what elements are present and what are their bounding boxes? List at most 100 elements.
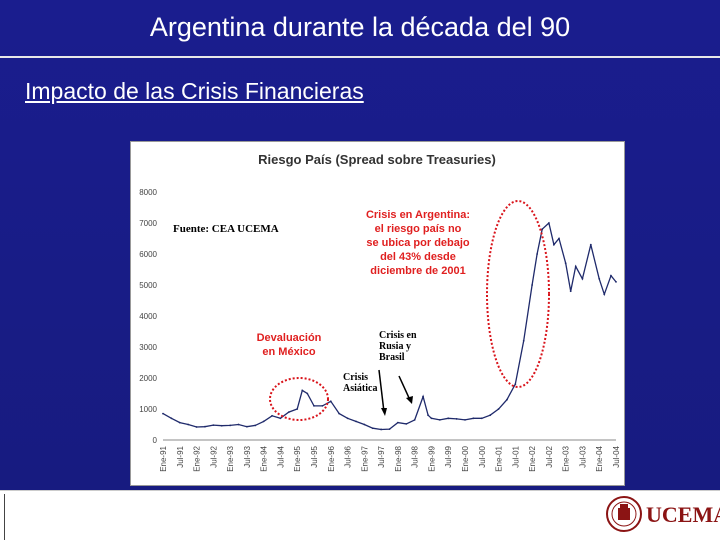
y-tick-label: 7000	[139, 219, 157, 228]
series-point	[547, 222, 550, 224]
x-tick-label: Ene-97	[360, 445, 369, 471]
series-point	[262, 420, 265, 423]
annotation-crisis-argentina: del 43% desde	[380, 251, 456, 263]
annotation-asiatica: Crisis	[343, 372, 368, 383]
y-tick-label: 4000	[139, 312, 157, 321]
series-point	[581, 277, 584, 280]
y-tick-label: 0	[153, 436, 158, 445]
series-layer	[162, 221, 617, 431]
annotation-rusia-brasil: Brasil	[379, 352, 405, 363]
series-point	[413, 418, 416, 421]
series-point	[603, 293, 606, 296]
y-tick-label: 6000	[139, 250, 157, 259]
series-point	[522, 339, 525, 342]
series-point	[569, 290, 572, 293]
x-tick-label: Jul-92	[209, 445, 218, 467]
annotation-crisis-argentina: diciembre de 2001	[370, 265, 465, 277]
series-point	[195, 426, 198, 428]
ucema-logo	[606, 496, 642, 532]
series-point	[321, 405, 324, 407]
series-point	[536, 253, 539, 255]
series-point	[506, 398, 508, 401]
series-point	[558, 237, 560, 240]
series-point	[329, 400, 332, 403]
series-point	[553, 243, 555, 246]
annotation-crisis-argentina: se ubica por debajo	[366, 237, 470, 249]
x-tick-label: Jul-97	[377, 445, 386, 467]
series-point	[237, 423, 240, 426]
series-point	[427, 414, 429, 417]
series-point	[589, 243, 592, 246]
x-tick-label: Ene-04	[595, 445, 604, 471]
x-tick-label: Jul-01	[511, 445, 520, 467]
series-point	[229, 424, 232, 427]
series-point	[430, 417, 433, 420]
x-tick-label: Ene-94	[260, 445, 269, 471]
title-divider	[0, 56, 720, 58]
arrow-asiatica	[378, 369, 385, 413]
series-point	[220, 424, 223, 427]
slide-subtitle: Impacto de las Crisis Financieras	[25, 78, 364, 104]
series-point	[388, 428, 391, 431]
series-point	[531, 284, 534, 286]
series-point	[574, 265, 577, 268]
series-point	[162, 412, 164, 415]
chart-title: Riesgo País (Spread sobre Treasuries)	[258, 152, 496, 167]
footer-bar	[0, 490, 720, 541]
series-point	[287, 411, 290, 413]
series-point	[301, 389, 304, 392]
arrow-rusia-brasil	[398, 375, 411, 401]
x-tick-label: Ene-92	[193, 445, 202, 471]
y-tick-label: 5000	[139, 281, 157, 290]
chart-source: Fuente: CEA UCEMA	[173, 223, 279, 235]
series-point	[279, 417, 282, 420]
x-tick-label: Jul-02	[545, 445, 554, 467]
series-point	[245, 425, 248, 428]
slide-title: Argentina durante la década del 90	[149, 12, 571, 42]
series-point	[610, 274, 612, 277]
annotation-devaluacion: Devaluación	[257, 332, 322, 344]
y-tick-label: 2000	[139, 374, 157, 383]
series-point	[497, 408, 500, 410]
chart-svg: Riesgo País (Spread sobre Treasuries) Fu…	[139, 152, 621, 472]
x-tick-label: Ene-02	[528, 445, 537, 471]
y-tick-label: 3000	[139, 343, 157, 352]
series-point	[615, 281, 617, 283]
series-point	[489, 414, 492, 417]
series-point	[514, 383, 517, 386]
series-point	[380, 428, 383, 431]
x-tick-label: Jul-04	[612, 445, 621, 467]
x-tick-label: Jul-95	[310, 445, 319, 467]
series-point	[170, 417, 173, 420]
title-band: Argentina durante la década del 90	[0, 0, 720, 62]
x-axis: Ene-91 Jul-91 Ene-92 Jul-92 Ene-93 Jul-93 Ene-…	[159, 445, 621, 471]
series-point	[598, 277, 601, 280]
x-tick-label: Ene-01	[495, 445, 504, 471]
footer-divider	[4, 494, 5, 540]
x-tick-label: Ene-98	[394, 445, 403, 471]
logo-text: UCEMA	[646, 502, 720, 527]
x-tick-label: Ene-03	[562, 445, 571, 471]
series-point	[355, 420, 357, 423]
series-point	[254, 424, 257, 427]
x-tick-label: Jul-98	[411, 445, 420, 467]
annotation-crisis-argentina: el riesgo país no	[375, 223, 462, 235]
series-point	[363, 423, 366, 426]
annotation-rusia-brasil: Rusia y	[379, 341, 411, 352]
x-tick-label: Jul-93	[243, 445, 252, 467]
series-point	[187, 423, 190, 426]
arrowhead-rusia-brasil	[406, 396, 413, 404]
series-point	[296, 408, 299, 410]
series-point	[313, 405, 315, 407]
annotation-rusia-brasil: Crisis en	[379, 330, 417, 341]
x-tick-label: Jul-00	[478, 445, 487, 467]
series-point	[541, 228, 544, 231]
annotation-devaluacion: en México	[262, 346, 315, 358]
series-point	[480, 417, 483, 420]
x-tick-label: Ene-91	[159, 445, 168, 471]
annotation-crisis-argentina: Crisis en Argentina:	[366, 209, 470, 221]
x-tick-label: Ene-93	[226, 445, 235, 471]
y-tick-label: 1000	[139, 405, 157, 414]
series-point	[212, 424, 215, 427]
x-tick-label: Ene-95	[293, 445, 302, 471]
